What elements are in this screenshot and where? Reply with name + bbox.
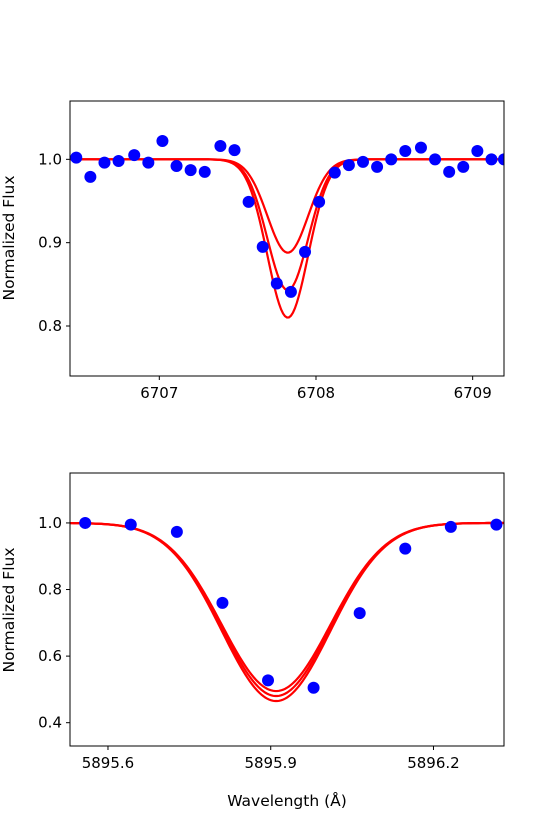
observed-data-point xyxy=(198,165,211,178)
y-tick-label: 0.6 xyxy=(38,647,62,665)
x-tick-label: 5895.9 xyxy=(244,754,297,772)
observed-data-point xyxy=(313,195,326,208)
model-profile-line xyxy=(70,158,504,292)
y-axis-label: Normalized Flux xyxy=(0,547,18,672)
y-tick-label: 0.8 xyxy=(38,581,62,599)
observed-data-point xyxy=(399,542,412,555)
model-profile-line xyxy=(70,521,504,698)
observed-data-point xyxy=(429,153,442,166)
observed-data-point xyxy=(214,140,227,152)
y-tick-label: 0.9 xyxy=(38,234,62,252)
plot-frame xyxy=(69,100,505,377)
observed-data-point xyxy=(216,596,229,609)
observed-data-point xyxy=(128,149,141,162)
x-axis-label: Wavelength (Å) xyxy=(227,791,347,810)
observed-data-point xyxy=(98,156,111,169)
y-tick-label: 1.0 xyxy=(38,150,62,168)
y-axis-label: Normalized Flux xyxy=(0,175,18,300)
observed-data-point xyxy=(262,674,275,687)
sodium-line-panel: Normalized Flux 5895.6 5895.9 5896.2 0.4 0.… xyxy=(0,472,505,810)
observed-data-point xyxy=(490,518,503,531)
observed-data-point xyxy=(124,518,137,531)
observed-data-point xyxy=(356,155,369,168)
observed-data-point xyxy=(471,145,484,157)
observed-data-point xyxy=(79,516,92,529)
model-profile-line xyxy=(70,521,504,703)
observed-data-point xyxy=(485,153,498,166)
observed-data-point xyxy=(84,170,97,183)
observed-data-point xyxy=(299,245,312,258)
model-profile-line xyxy=(70,521,504,693)
y-tick-label: 0.8 xyxy=(38,317,62,335)
observed-data-point xyxy=(498,153,504,166)
observed-data-point xyxy=(444,520,457,533)
x-tick-label: 6709 xyxy=(454,384,492,402)
observed-data-point xyxy=(414,141,427,154)
observed-data-point xyxy=(256,240,269,253)
observed-data-point xyxy=(284,285,297,298)
lithium-line-panel: Normalized Flux 6707 6708 6709 0.8 0.9 1.0 xyxy=(0,100,505,402)
observed-data-point xyxy=(156,135,169,147)
x-tick-label: 5895.6 xyxy=(82,754,135,772)
observed-data-point xyxy=(342,159,355,172)
observed-data-point xyxy=(112,155,125,167)
observed-data-point xyxy=(142,156,155,169)
observed-data-point xyxy=(371,160,384,173)
x-tick-label: 6707 xyxy=(140,384,178,402)
x-tick-label: 6708 xyxy=(297,384,335,402)
observed-data-point xyxy=(385,153,398,166)
observed-data-point xyxy=(170,525,183,538)
x-tick-label: 5896.2 xyxy=(407,754,460,772)
observed-data-point xyxy=(228,144,241,157)
observed-data-point xyxy=(184,164,197,177)
plot-frame xyxy=(69,472,505,747)
y-tick-label: 0.4 xyxy=(38,714,62,732)
observed-data-point xyxy=(443,165,456,178)
observed-data-point xyxy=(70,151,83,164)
observed-data-point xyxy=(307,681,320,694)
observed-data-point xyxy=(170,160,183,172)
observed-data-point xyxy=(242,195,255,208)
observed-data-point xyxy=(399,145,412,157)
y-tick-label: 1.0 xyxy=(38,514,62,532)
observed-data-point xyxy=(270,277,283,290)
observed-data-point xyxy=(353,607,366,620)
observed-data-point xyxy=(328,166,341,179)
observed-data-point xyxy=(457,160,470,173)
model-profile-line xyxy=(70,158,504,254)
